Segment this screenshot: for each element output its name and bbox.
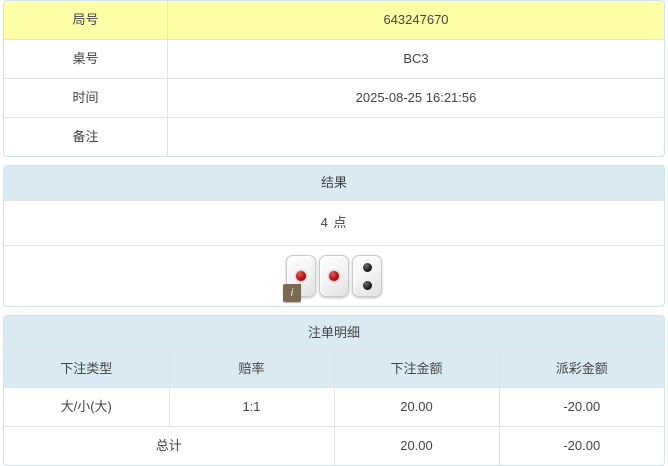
remark-value bbox=[167, 117, 664, 156]
die-2 bbox=[319, 255, 349, 297]
column-header-bet-type: 下注类型 bbox=[4, 350, 170, 388]
bet-stake-value: 20.00 bbox=[333, 387, 500, 427]
total-payout-value: -20.00 bbox=[498, 426, 664, 465]
table-row: 时间 2025-08-25 16:21:56 bbox=[4, 78, 664, 118]
round-info-panel: 局号 643247670 桌号 BC3 时间 2025-08-25 16:21:… bbox=[3, 0, 665, 157]
dice-group: i bbox=[4, 246, 664, 306]
dice-cell: i bbox=[4, 245, 664, 306]
table-row: 桌号 BC3 bbox=[4, 39, 664, 79]
round-id-value: 643247670 bbox=[167, 1, 664, 40]
die-pip bbox=[362, 280, 372, 290]
total-label: 总计 bbox=[4, 426, 335, 465]
result-panel: 结果 4 点 i bbox=[3, 165, 665, 307]
bet-table-header-row: 下注类型 赔率 下注金额 派彩金额 bbox=[4, 350, 664, 388]
die-pip bbox=[329, 271, 339, 281]
table-id-value: BC3 bbox=[167, 39, 664, 79]
table-row: i bbox=[4, 245, 664, 306]
time-label: 时间 bbox=[4, 78, 168, 118]
table-total-row: 总计 20.00 -20.00 bbox=[4, 426, 664, 465]
column-header-stake: 下注金额 bbox=[333, 350, 500, 388]
table-id-label: 桌号 bbox=[4, 39, 168, 79]
bet-section-header: 注单明细 bbox=[4, 316, 664, 351]
column-header-payout: 派彩金额 bbox=[498, 350, 664, 388]
bet-section-title: 注单明细 bbox=[4, 316, 664, 351]
info-icon[interactable]: i bbox=[283, 284, 301, 302]
die-1: i bbox=[283, 255, 316, 302]
remark-label: 备注 bbox=[4, 117, 168, 156]
die-pip bbox=[362, 262, 372, 272]
result-points-value: 4 点 bbox=[4, 200, 664, 246]
bet-type-value: 大/小(大) bbox=[4, 387, 170, 427]
column-header-odds: 赔率 bbox=[168, 350, 335, 388]
bet-payout-value: -20.00 bbox=[498, 387, 664, 427]
time-value: 2025-08-25 16:21:56 bbox=[167, 78, 664, 118]
bet-detail-table: 注单明细 下注类型 赔率 下注金额 派彩金额 大/小(大) 1:1 20.00 … bbox=[4, 316, 664, 465]
bet-detail-panel: 注单明细 下注类型 赔率 下注金额 派彩金额 大/小(大) 1:1 20.00 … bbox=[3, 315, 665, 466]
table-row: 大/小(大) 1:1 20.00 -20.00 bbox=[4, 387, 664, 427]
table-row: 局号 643247670 bbox=[4, 1, 664, 40]
section-gap bbox=[0, 157, 668, 165]
die-pip bbox=[296, 271, 306, 281]
result-section-header: 结果 bbox=[4, 166, 664, 201]
die-3 bbox=[352, 255, 382, 297]
section-gap bbox=[0, 307, 668, 315]
total-stake-value: 20.00 bbox=[333, 426, 500, 465]
bet-odds-value: 1:1 bbox=[168, 387, 335, 427]
result-section-title: 结果 bbox=[4, 166, 664, 201]
round-id-label: 局号 bbox=[4, 1, 168, 40]
table-row: 备注 bbox=[4, 117, 664, 156]
table-row: 4 点 bbox=[4, 200, 664, 246]
round-info-table: 局号 643247670 桌号 BC3 时间 2025-08-25 16:21:… bbox=[4, 1, 664, 156]
result-table: 结果 4 点 i bbox=[4, 166, 664, 306]
